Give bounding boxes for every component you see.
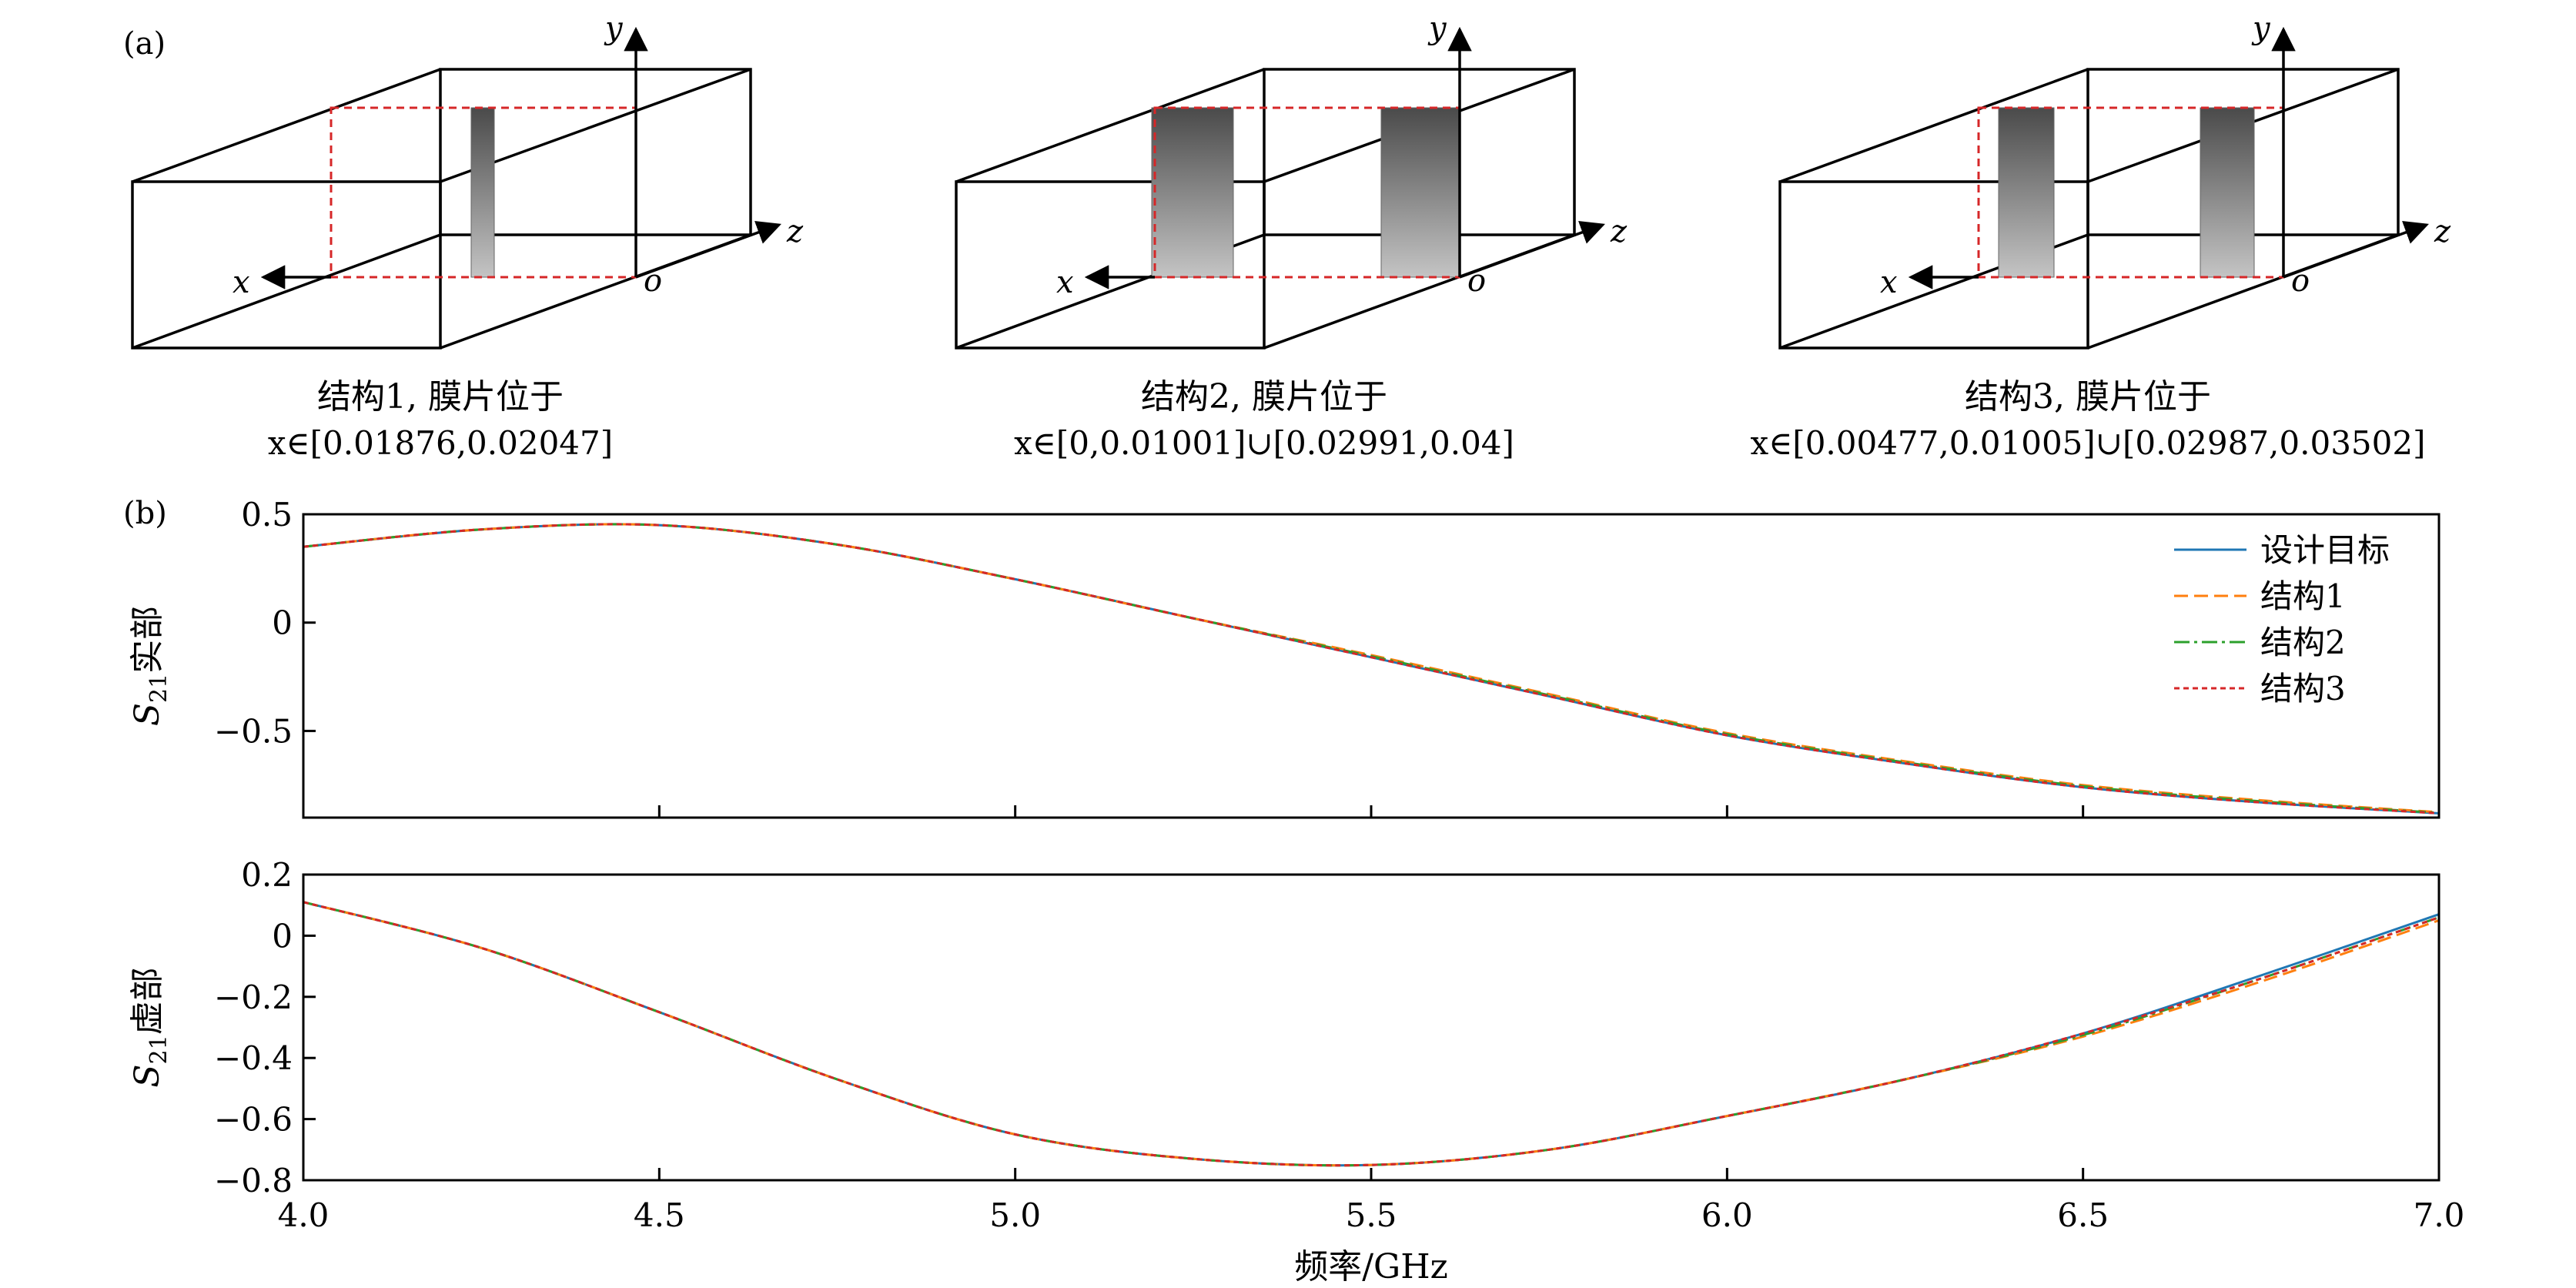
x-tick-label: 4.0 (278, 1196, 330, 1234)
axis-label-x: x (233, 265, 250, 300)
x-tick-label: 5.0 (989, 1196, 1041, 1234)
axis-label-y: y (2251, 11, 2271, 46)
structure-caption: 结构1, 膜片位于 (317, 377, 564, 417)
origin-label: o (1467, 263, 1486, 299)
structure-caption: 结构2, 膜片位于 (1141, 377, 1387, 417)
x-tick-label: 4.5 (634, 1196, 685, 1234)
series-line-结构2 (303, 523, 2440, 815)
diaphragm-strip-1 (1151, 107, 1234, 278)
diagram-structure-2: y z x o 结构2, 膜片位于 x∈[0,0.01001]∪[0.02991,0.04… (955, 11, 1628, 462)
waveguide-box (131, 68, 752, 350)
panel-b-label: (b) (123, 496, 167, 531)
diaphragm-strip-2 (2200, 107, 2255, 278)
series-line-结构3 (303, 901, 2440, 1167)
coordinate-axes (260, 26, 781, 289)
coordinate-axes (1084, 26, 1605, 289)
origin-label: o (644, 263, 662, 299)
axis-label-y: y (604, 11, 624, 46)
x-tick-label: 6.0 (1701, 1196, 1753, 1234)
axis-label-x: x (1056, 265, 1074, 300)
structure-caption: 结构3, 膜片位于 (1965, 377, 2211, 417)
series-line-结构1 (303, 523, 2440, 814)
diagram-structure-3: y z x o 结构3, 膜片位于 x∈[0.00477,0.01005]∪[0.0298… (1751, 11, 2451, 462)
structure-range: x∈[0.00477,0.01005]∪[0.02987,0.03502] (1751, 424, 2426, 462)
cross-section-outline (330, 106, 637, 279)
y-axis-label: S21虚部 (128, 967, 172, 1087)
y-tick-label: 0 (272, 917, 293, 955)
x-axis-label: 频率/GHz (1294, 1247, 1448, 1286)
y-tick-label: −0.5 (214, 712, 293, 750)
diaphragm-strip-1 (1998, 107, 2055, 278)
diaphragm-strip-2 (1380, 107, 1460, 278)
diaphragm-strip-1 (470, 107, 495, 278)
y-tick-label: 0.2 (241, 856, 293, 894)
waveguide-box (955, 68, 1576, 350)
chart-imag: 0.2 0 −0.2 −0.4 −0.6 −0.84.0 4.5 5.0 5.5 6.0 6.5 7.… (128, 856, 2464, 1286)
series-line-结构1 (303, 901, 2440, 1167)
legend-label: 结构2 (2260, 624, 2346, 661)
axis-label-z: z (786, 214, 804, 249)
y-tick-label: 0.5 (241, 496, 293, 534)
y-tick-label: −0.6 (214, 1101, 293, 1139)
legend-label: 设计目标 (2260, 531, 2390, 569)
x-tick-label: 5.5 (1346, 1196, 1397, 1234)
cross-section-outline (1977, 106, 2285, 279)
y-tick-label: −0.4 (214, 1039, 293, 1077)
cross-section-outline (1153, 106, 1461, 279)
y-tick-label: 0 (272, 604, 293, 642)
axis-label-x: x (1880, 265, 1898, 300)
series-line-结构2 (303, 901, 2440, 1167)
series-line-结构3 (303, 523, 2440, 815)
x-tick-label: 7.0 (2414, 1196, 2465, 1234)
waveguide-box (1778, 68, 2400, 350)
panel-a-label: (a) (123, 26, 166, 62)
y-tick-label: −0.8 (214, 1162, 293, 1199)
series-line-设计目标 (303, 523, 2440, 815)
plot-frame (302, 513, 2441, 819)
legend-label: 结构1 (2260, 577, 2346, 615)
waveguide-diagrams: y z x o 结构1, 膜片位于 x∈[0.01876,0.02047] y z x o 结构2,… (131, 11, 2451, 462)
axis-label-z: z (2434, 214, 2451, 249)
series-line-设计目标 (303, 901, 2440, 1167)
structure-range: x∈[0.01876,0.02047] (268, 424, 613, 462)
origin-label: o (2291, 263, 2310, 299)
y-tick-label: −0.2 (214, 979, 293, 1016)
axis-label-z: z (1610, 214, 1628, 249)
diagram-structure-1: y z x o 结构1, 膜片位于 x∈[0.01876,0.02047] (131, 11, 804, 462)
coordinate-axes (1908, 26, 2429, 289)
y-axis-label: S21实部 (128, 606, 172, 726)
axis-label-y: y (1427, 11, 1447, 46)
legend-label: 结构3 (2260, 670, 2346, 708)
structure-range: x∈[0,0.01001]∪[0.02991,0.04] (1014, 424, 1514, 462)
x-tick-label: 6.5 (2057, 1196, 2109, 1234)
